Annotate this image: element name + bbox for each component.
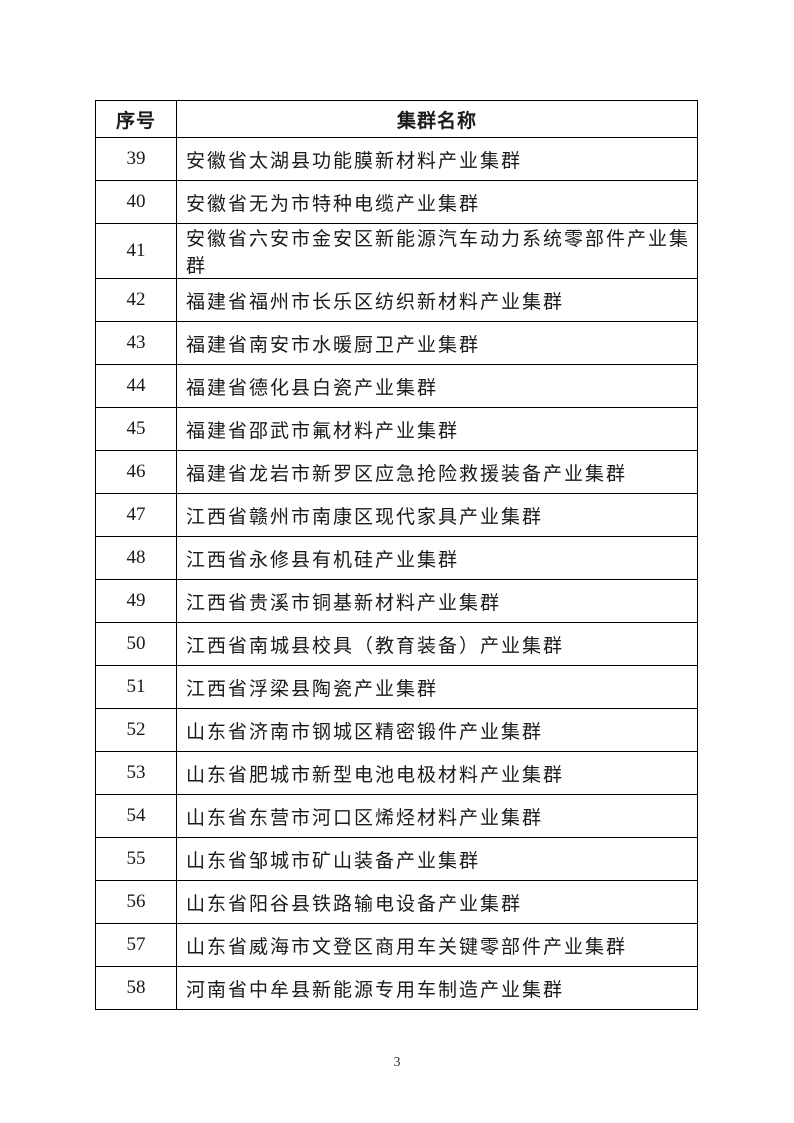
cluster-name-cell: 江西省永修县有机硅产业集群 bbox=[176, 536, 698, 580]
serial-number-cell: 41 bbox=[95, 223, 177, 279]
cluster-name-cell: 福建省邵武市氟材料产业集群 bbox=[176, 407, 698, 451]
table-row: 46 福建省龙岩市新罗区应急抢险救援装备产业集群 bbox=[95, 450, 698, 494]
cluster-name-cell: 安徽省六安市金安区新能源汽车动力系统零部件产业集群 bbox=[176, 223, 698, 279]
serial-number-cell: 42 bbox=[95, 278, 177, 322]
cluster-name-cell: 山东省济南市钢城区精密锻件产业集群 bbox=[176, 708, 698, 752]
cluster-name-cell: 安徽省太湖县功能膜新材料产业集群 bbox=[176, 137, 698, 181]
cluster-name-cell: 福建省龙岩市新罗区应急抢险救援装备产业集群 bbox=[176, 450, 698, 494]
table-row: 43 福建省南安市水暖厨卫产业集群 bbox=[95, 321, 698, 365]
table-row: 47 江西省赣州市南康区现代家具产业集群 bbox=[95, 493, 698, 537]
serial-number-cell: 53 bbox=[95, 751, 177, 795]
serial-number-cell: 57 bbox=[95, 923, 177, 967]
cluster-name-cell: 山东省威海市文登区商用车关键零部件产业集群 bbox=[176, 923, 698, 967]
cluster-name-cell: 福建省南安市水暖厨卫产业集群 bbox=[176, 321, 698, 365]
serial-number-cell: 39 bbox=[95, 137, 177, 181]
serial-number-cell: 50 bbox=[95, 622, 177, 666]
serial-number-cell: 48 bbox=[95, 536, 177, 580]
table-header: 序号 集群名称 bbox=[95, 100, 698, 138]
serial-number-cell: 56 bbox=[95, 880, 177, 924]
serial-number-cell: 47 bbox=[95, 493, 177, 537]
cluster-name-cell: 江西省浮梁县陶瓷产业集群 bbox=[176, 665, 698, 709]
cluster-name-cell: 山东省阳谷县铁路输电设备产业集群 bbox=[176, 880, 698, 924]
cluster-name-cell: 安徽省无为市特种电缆产业集群 bbox=[176, 180, 698, 224]
serial-number-cell: 45 bbox=[95, 407, 177, 451]
table-body: 39 安徽省太湖县功能膜新材料产业集群 40 安徽省无为市特种电缆产业集群 41 安徽省六… bbox=[95, 137, 698, 1010]
table-row: 48 江西省永修县有机硅产业集群 bbox=[95, 536, 698, 580]
table-row: 49 江西省贵溪市铜基新材料产业集群 bbox=[95, 579, 698, 623]
table-row: 55 山东省邹城市矿山装备产业集群 bbox=[95, 837, 698, 881]
table-row: 51 江西省浮梁县陶瓷产业集群 bbox=[95, 665, 698, 709]
header-row: 序号 集群名称 bbox=[95, 100, 698, 138]
cluster-name-cell: 福建省德化县白瓷产业集群 bbox=[176, 364, 698, 408]
cluster-name-cell: 江西省贵溪市铜基新材料产业集群 bbox=[176, 579, 698, 623]
cluster-name-cell: 河南省中牟县新能源专用车制造产业集群 bbox=[176, 966, 698, 1010]
table-row: 56 山东省阳谷县铁路输电设备产业集群 bbox=[95, 880, 698, 924]
table-row: 50 江西省南城县校具（教育装备）产业集群 bbox=[95, 622, 698, 666]
table-row: 57 山东省威海市文登区商用车关键零部件产业集群 bbox=[95, 923, 698, 967]
cluster-name-cell: 山东省肥城市新型电池电极材料产业集群 bbox=[176, 751, 698, 795]
table-row: 52 山东省济南市钢城区精密锻件产业集群 bbox=[95, 708, 698, 752]
table-row: 44 福建省德化县白瓷产业集群 bbox=[95, 364, 698, 408]
table-row: 53 山东省肥城市新型电池电极材料产业集群 bbox=[95, 751, 698, 795]
serial-number-cell: 40 bbox=[95, 180, 177, 224]
col-header-cluster-name: 集群名称 bbox=[176, 100, 698, 138]
cluster-name-cell: 江西省赣州市南康区现代家具产业集群 bbox=[176, 493, 698, 537]
table-row: 39 安徽省太湖县功能膜新材料产业集群 bbox=[95, 137, 698, 181]
serial-number-cell: 52 bbox=[95, 708, 177, 752]
cluster-name-cell: 山东省东营市河口区烯烃材料产业集群 bbox=[176, 794, 698, 838]
table-row: 54 山东省东营市河口区烯烃材料产业集群 bbox=[95, 794, 698, 838]
table-row: 41 安徽省六安市金安区新能源汽车动力系统零部件产业集群 bbox=[95, 223, 698, 279]
serial-number-cell: 58 bbox=[95, 966, 177, 1010]
serial-number-cell: 54 bbox=[95, 794, 177, 838]
serial-number-cell: 46 bbox=[95, 450, 177, 494]
table-row: 45 福建省邵武市氟材料产业集群 bbox=[95, 407, 698, 451]
table-row: 58 河南省中牟县新能源专用车制造产业集群 bbox=[95, 966, 698, 1010]
serial-number-cell: 44 bbox=[95, 364, 177, 408]
table-row: 42 福建省福州市长乐区纺织新材料产业集群 bbox=[95, 278, 698, 322]
serial-number-cell: 55 bbox=[95, 837, 177, 881]
cluster-table: 序号 集群名称 39 安徽省太湖县功能膜新材料产业集群 40 安徽省无为市特种电缆产业… bbox=[95, 100, 698, 1010]
cluster-name-cell: 江西省南城县校具（教育装备）产业集群 bbox=[176, 622, 698, 666]
cluster-name-cell: 福建省福州市长乐区纺织新材料产业集群 bbox=[176, 278, 698, 322]
page-number: 3 bbox=[393, 1055, 401, 1070]
cluster-name-cell: 山东省邹城市矿山装备产业集群 bbox=[176, 837, 698, 881]
table-row: 40 安徽省无为市特种电缆产业集群 bbox=[95, 180, 698, 224]
serial-number-cell: 49 bbox=[95, 579, 177, 623]
serial-number-cell: 43 bbox=[95, 321, 177, 365]
serial-number-cell: 51 bbox=[95, 665, 177, 709]
col-header-serial: 序号 bbox=[95, 100, 177, 138]
